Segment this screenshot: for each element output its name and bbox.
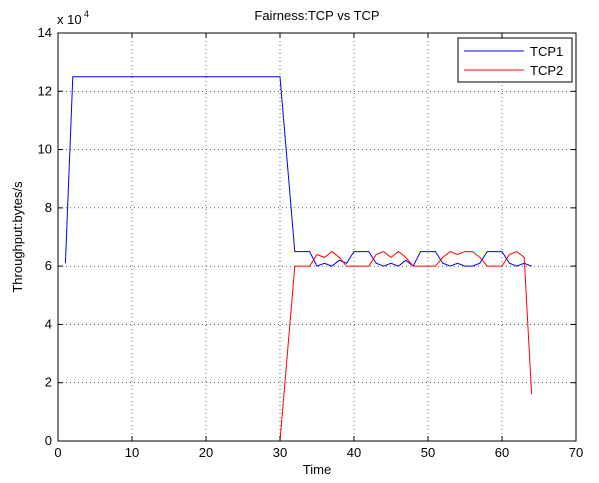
y-tick-label: 6 — [45, 258, 52, 273]
y-tick-label: 2 — [45, 375, 52, 390]
series-layer — [64, 76, 533, 442]
y-tick-label: 10 — [38, 142, 52, 157]
y-tick-label: 0 — [45, 433, 52, 448]
x-tick-label: 10 — [125, 445, 139, 460]
plot-frame — [57, 32, 577, 442]
y-tick-label: 4 — [45, 316, 52, 331]
y-tick-label: 14 — [38, 25, 52, 40]
x-tick-label: 40 — [347, 445, 361, 460]
legend-box — [457, 37, 573, 83]
x-tick-label: 30 — [273, 445, 287, 460]
y-multiplier-exponent: 4 — [84, 9, 89, 19]
x-tick-label: 70 — [569, 445, 583, 460]
plot-area — [58, 33, 576, 441]
y-multiplier-base: x 10 — [57, 12, 82, 27]
chart-title: Fairness:TCP vs TCP — [254, 8, 379, 23]
y-axis-label: Throughput:bytes/s — [10, 181, 25, 293]
legend-label-tcp1: TCP1 — [530, 44, 563, 59]
x-tick-labels: 0 10 20 30 40 50 60 70 — [54, 445, 583, 460]
y-tick-label: 8 — [45, 200, 52, 215]
series-line-tcp1 — [64, 76, 532, 267]
x-axis-label: Time — [303, 462, 331, 477]
y-tick-labels: 0 2 4 6 8 10 12 14 — [38, 25, 52, 448]
x-tick-label: 0 — [54, 445, 61, 460]
ticks — [57, 32, 577, 442]
series-line-tcp2 — [65, 250, 533, 442]
x-tick-label: 60 — [495, 445, 509, 460]
legend: TCP1 TCP2 — [457, 37, 573, 83]
legend-label-tcp2: TCP2 — [530, 63, 563, 78]
grid — [58, 33, 576, 441]
x-tick-label: 50 — [421, 445, 435, 460]
y-tick-label: 12 — [38, 83, 52, 98]
x-tick-label: 20 — [199, 445, 213, 460]
y-axis-multiplier: x 10 4 — [57, 9, 89, 27]
